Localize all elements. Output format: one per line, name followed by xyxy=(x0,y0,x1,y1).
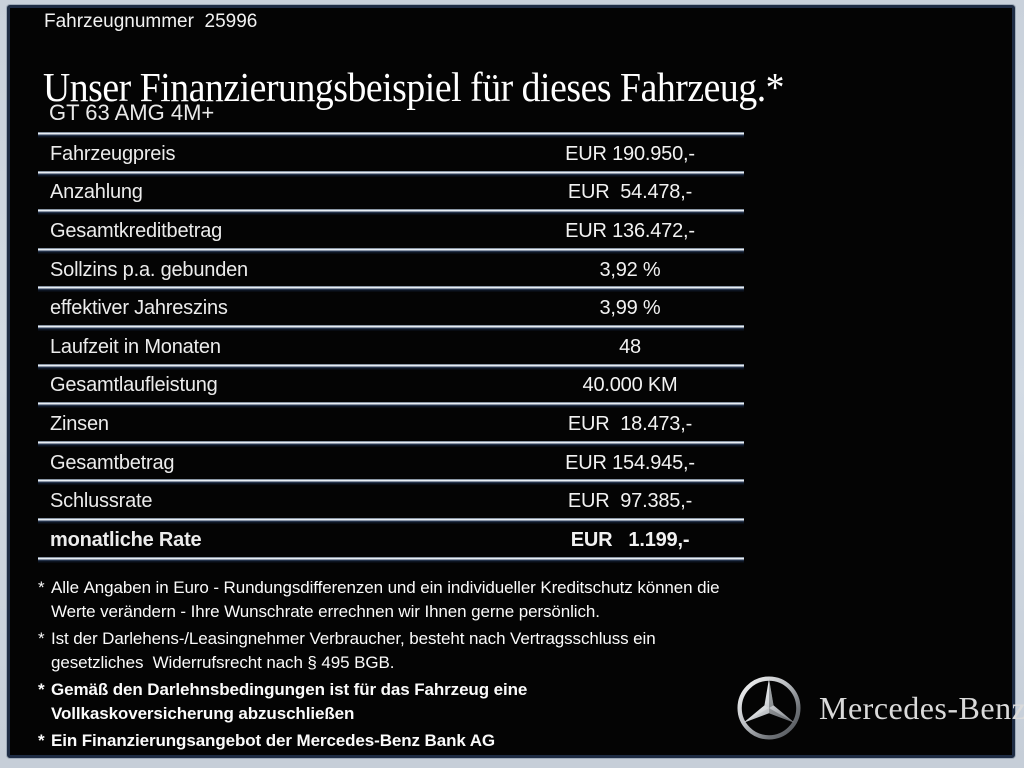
row-value: EUR 190.950,- xyxy=(565,142,695,165)
footnote-text: Ein Finanzierungsangebot der Mercedes-Be… xyxy=(51,731,496,750)
row-value: EUR 54.478,- xyxy=(567,181,693,204)
table-row: Anzahlung EUR 54.478,- xyxy=(38,177,744,210)
finance-panel: Fahrzeugnummer 25996 Unser Finanzierungs… xyxy=(7,5,1024,758)
table-divider xyxy=(38,402,744,409)
table-divider xyxy=(38,324,744,331)
row-label: Fahrzeugpreis xyxy=(50,142,176,165)
table-divider xyxy=(38,440,744,447)
footnote-text: Gemäß den Darlehnsbedingungen ist für da… xyxy=(51,680,528,723)
finance-table: Fahrzeugpreis EUR 190.950,- Anzahlung EU… xyxy=(38,132,744,563)
footnote-marker: * xyxy=(38,680,45,699)
row-label: Gesamtlaufleistung xyxy=(50,374,218,397)
footnote: * Ist der Darlehens-/Leasingnehmer Verbr… xyxy=(38,627,758,674)
row-label: monatliche Rate xyxy=(50,528,202,551)
table-row: effektiver Jahreszins 3,99 % xyxy=(38,292,744,325)
mercedes-star-icon xyxy=(736,675,802,741)
table-row: Gesamtbetrag EUR 154.945,- xyxy=(38,447,744,480)
table-divider xyxy=(38,286,744,293)
footnote: * Ein Finanzierungsangebot der Mercedes-… xyxy=(38,729,758,753)
vehicle-model: GT 63 AMG 4M+ xyxy=(49,100,215,125)
row-value: 40.000 KM xyxy=(582,374,678,397)
footnote-text: Ist der Darlehens-/Leasingnehmer Verbrau… xyxy=(51,629,656,672)
table-row-monthly-rate: monatliche Rate EUR 1.199,- xyxy=(38,524,744,557)
row-value: EUR 154.945,- xyxy=(565,451,695,474)
row-value: 3,92 % xyxy=(599,258,661,281)
footnote: * Gemäß den Darlehnsbedingungen ist für … xyxy=(38,678,758,725)
table-divider xyxy=(38,517,744,524)
footnote-marker: * xyxy=(38,578,45,597)
row-value: EUR 1.199,- xyxy=(570,528,690,551)
table-divider xyxy=(38,363,744,370)
table-divider xyxy=(38,556,744,563)
row-label: Laufzeit in Monaten xyxy=(50,335,221,358)
footnote-marker: * xyxy=(38,731,45,750)
table-divider xyxy=(38,209,744,216)
row-label: Gesamtbetrag xyxy=(50,451,175,474)
table-row: Schlussrate EUR 97.385,- xyxy=(38,485,744,518)
page-title: Unser Finanzierungsbeispiel für dieses F… xyxy=(43,64,785,111)
row-label: Gesamtkreditbetrag xyxy=(50,219,223,242)
table-row: Gesamtkreditbetrag EUR 136.472,- xyxy=(38,215,744,248)
table-row: Laufzeit in Monaten 48 xyxy=(38,331,744,364)
footnote-text: Alle Angaben in Euro - Rundungsdifferenz… xyxy=(51,578,720,621)
table-row: Gesamtlaufleistung 40.000 KM xyxy=(38,370,744,403)
row-value: EUR 18.473,- xyxy=(567,412,693,435)
row-value: EUR 97.385,- xyxy=(567,490,693,513)
footnotes: * Alle Angaben in Euro - Rundungsdiffere… xyxy=(38,576,758,757)
brand-wordmark: Mercedes-Benz xyxy=(819,689,1024,726)
row-value: EUR 136.472,- xyxy=(565,219,695,242)
vehicle-number: Fahrzeugnummer 25996 xyxy=(44,11,258,32)
footnote: * Alle Angaben in Euro - Rundungsdiffere… xyxy=(38,576,758,623)
table-divider xyxy=(38,170,744,177)
row-label: Sollzins p.a. gebunden xyxy=(50,258,248,281)
table-row: Fahrzeugpreis EUR 190.950,- xyxy=(38,138,744,171)
table-divider xyxy=(38,247,744,254)
row-value: 3,99 % xyxy=(599,297,661,320)
brand-block: Mercedes-Benz xyxy=(736,674,1024,742)
footnote-marker: * xyxy=(38,629,45,648)
row-label: effektiver Jahreszins xyxy=(50,297,228,320)
row-label: Zinsen xyxy=(50,412,109,435)
row-value: 48 xyxy=(619,335,641,358)
table-divider xyxy=(38,479,744,486)
row-label: Schlussrate xyxy=(50,490,153,513)
table-row: Zinsen EUR 18.473,- xyxy=(38,408,744,441)
table-row: Sollzins p.a. gebunden 3,92 % xyxy=(38,254,744,287)
row-label: Anzahlung xyxy=(50,181,143,204)
table-divider xyxy=(38,132,744,138)
